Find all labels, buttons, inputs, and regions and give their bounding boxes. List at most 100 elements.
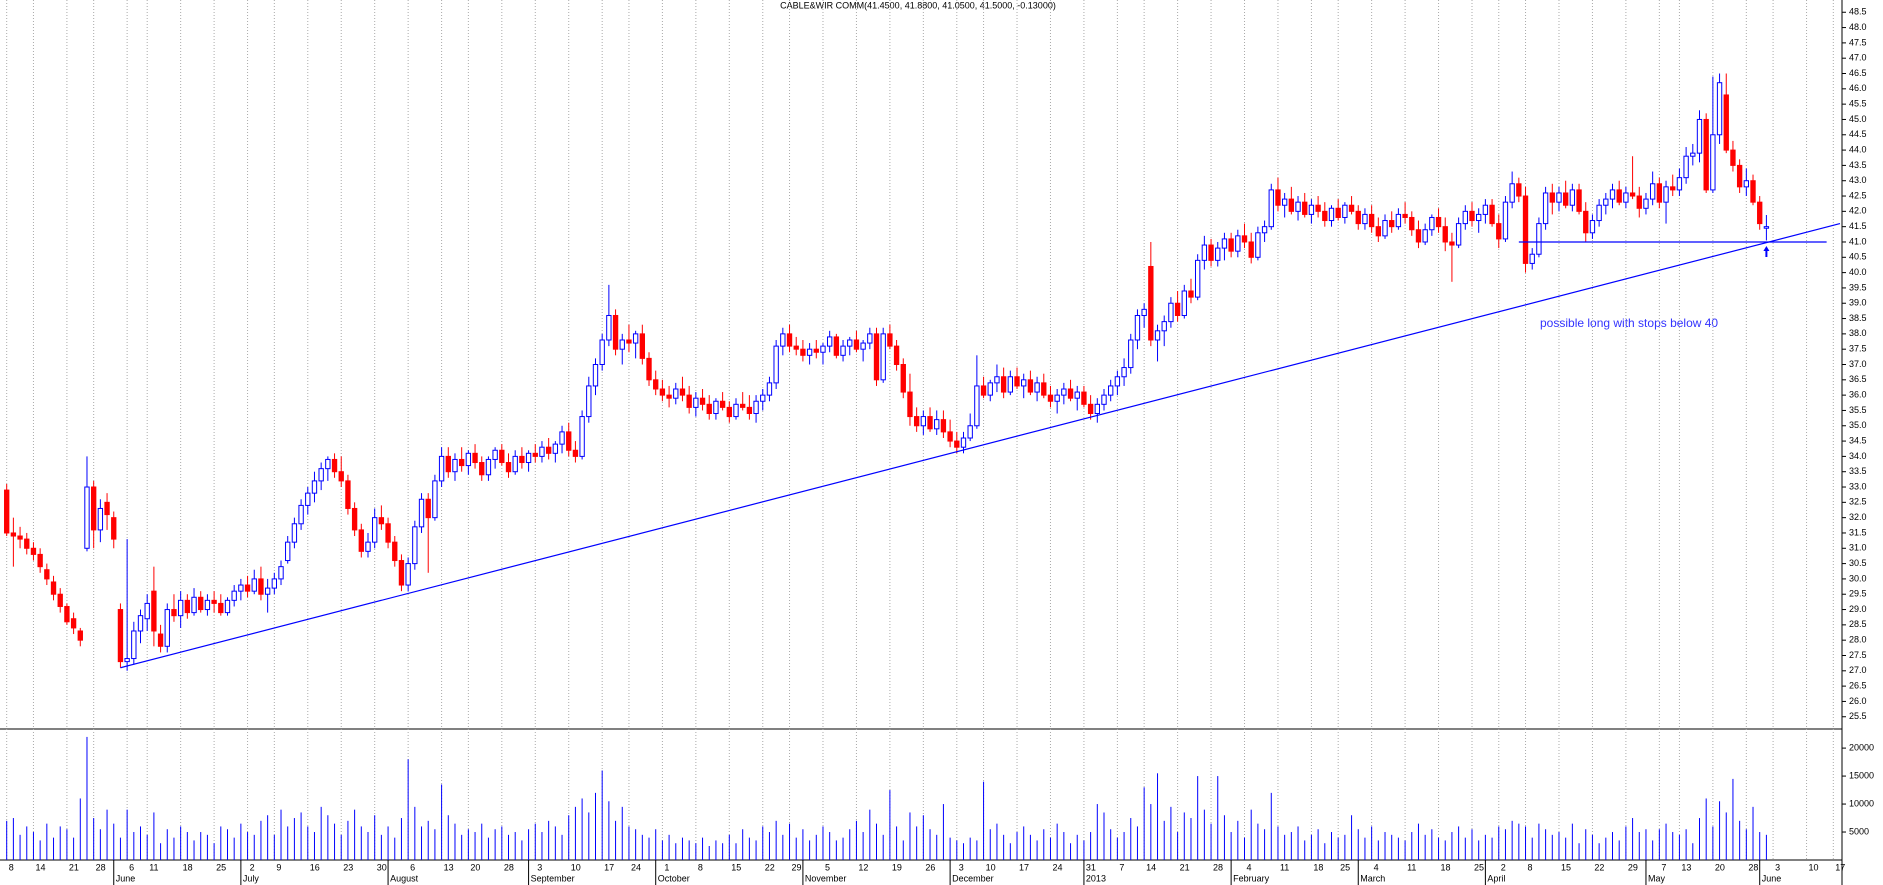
- month-label: November: [805, 873, 847, 883]
- candle-body: [1021, 379, 1027, 387]
- month-label: August: [390, 873, 419, 883]
- y-tick-label: 33.0: [1849, 481, 1867, 491]
- y-tick-label: 38.0: [1849, 328, 1867, 338]
- candle-body: [1656, 183, 1663, 203]
- candle-body: [264, 587, 271, 595]
- candle-body: [659, 388, 666, 396]
- candle-body: [1469, 210, 1475, 222]
- candle-body: [1128, 339, 1134, 369]
- candle-body: [987, 382, 993, 396]
- candle-body: [1442, 226, 1448, 243]
- candle-body: [1375, 226, 1382, 237]
- y-tick-label: 47.5: [1849, 37, 1867, 47]
- candle-body: [318, 468, 324, 482]
- y-tick-label: 25.5: [1849, 711, 1867, 721]
- annotation: possible long with stops below 40: [1540, 316, 1718, 330]
- y-tick-label: 39.5: [1849, 282, 1867, 292]
- y-tick-label: 40.0: [1849, 267, 1867, 277]
- candle-body: [505, 462, 512, 473]
- y-tick-label: 35.0: [1849, 420, 1867, 430]
- candle-body: [1034, 382, 1040, 393]
- x-tick-label: 13: [444, 862, 454, 872]
- candle-body: [994, 376, 1000, 384]
- candle-body: [1154, 330, 1161, 341]
- candle-body: [472, 452, 478, 464]
- y-tick-label: 28.5: [1849, 619, 1867, 629]
- y-tick-label: 27.0: [1849, 665, 1867, 675]
- candle-body: [1489, 204, 1495, 225]
- candle-body: [1181, 290, 1187, 316]
- candle-body: [1716, 82, 1723, 136]
- candle-body: [887, 333, 893, 347]
- candle-body: [820, 345, 826, 353]
- candle-body: [974, 385, 980, 427]
- volume-tick-label: 15000: [1849, 770, 1874, 780]
- candle-body: [1114, 376, 1121, 387]
- candle-body: [646, 357, 652, 381]
- candle-body: [1569, 189, 1576, 206]
- candle-body: [1315, 204, 1321, 212]
- candle-body: [137, 615, 144, 632]
- candle-body: [532, 452, 538, 457]
- candle-body: [445, 455, 451, 473]
- candle-body: [1589, 220, 1596, 234]
- candle-body: [1188, 290, 1194, 298]
- x-tick-label: 7: [1119, 862, 1124, 872]
- candle-body: [1649, 183, 1656, 200]
- candle-body: [1449, 241, 1455, 246]
- y-tick-label: 43.5: [1849, 160, 1867, 170]
- y-tick-label: 26.0: [1849, 696, 1867, 706]
- candle-body: [1087, 403, 1094, 415]
- x-tick-label: 18: [183, 862, 193, 872]
- candle-body: [632, 333, 639, 344]
- candle-body: [800, 348, 806, 356]
- candle-body: [746, 406, 753, 415]
- candle-body: [1074, 391, 1080, 399]
- candle-body: [706, 403, 712, 415]
- candle-body: [351, 507, 358, 531]
- candle-body: [980, 385, 987, 396]
- candle-body: [559, 431, 565, 445]
- candle-body: [24, 538, 30, 549]
- candle-body: [311, 480, 318, 494]
- candle-body: [726, 406, 732, 418]
- candle-body: [271, 578, 278, 589]
- candle-body: [1690, 152, 1696, 157]
- candle-body: [37, 553, 43, 568]
- candle-body: [412, 526, 418, 565]
- candle-body: [1094, 403, 1100, 415]
- month-label: March: [1360, 873, 1385, 883]
- candle-body: [934, 419, 940, 430]
- candle-body: [1757, 201, 1763, 225]
- candle-body: [1389, 220, 1395, 228]
- candle-body: [151, 590, 157, 632]
- candle-body: [760, 394, 766, 402]
- candle-body: [1201, 244, 1208, 261]
- volume-tick-label: 10000: [1849, 798, 1874, 808]
- candle-body: [251, 578, 257, 592]
- candle-body: [813, 348, 819, 353]
- x-tick-label: 28: [504, 862, 514, 872]
- x-tick-label: 14: [35, 862, 45, 872]
- candle-body: [880, 333, 886, 381]
- candle-body: [1221, 238, 1228, 249]
- candle-body: [940, 419, 947, 433]
- x-tick-label: 16: [310, 862, 320, 872]
- candle-body: [177, 599, 184, 617]
- candle-body: [1596, 204, 1602, 222]
- candle-body: [900, 364, 906, 393]
- candle-body: [713, 400, 719, 415]
- candle-body: [967, 425, 973, 439]
- candle-body: [907, 391, 913, 418]
- candle-body: [1643, 198, 1649, 209]
- candle-body: [278, 566, 284, 580]
- candle-body: [1228, 238, 1234, 252]
- candle-body: [358, 529, 364, 552]
- candle-body: [1194, 259, 1201, 298]
- candle-body: [184, 599, 191, 614]
- candle-body: [285, 541, 291, 562]
- x-tick-label: 3: [537, 862, 542, 872]
- x-tick-label: 29: [1628, 862, 1638, 872]
- candle-body: [1696, 118, 1703, 154]
